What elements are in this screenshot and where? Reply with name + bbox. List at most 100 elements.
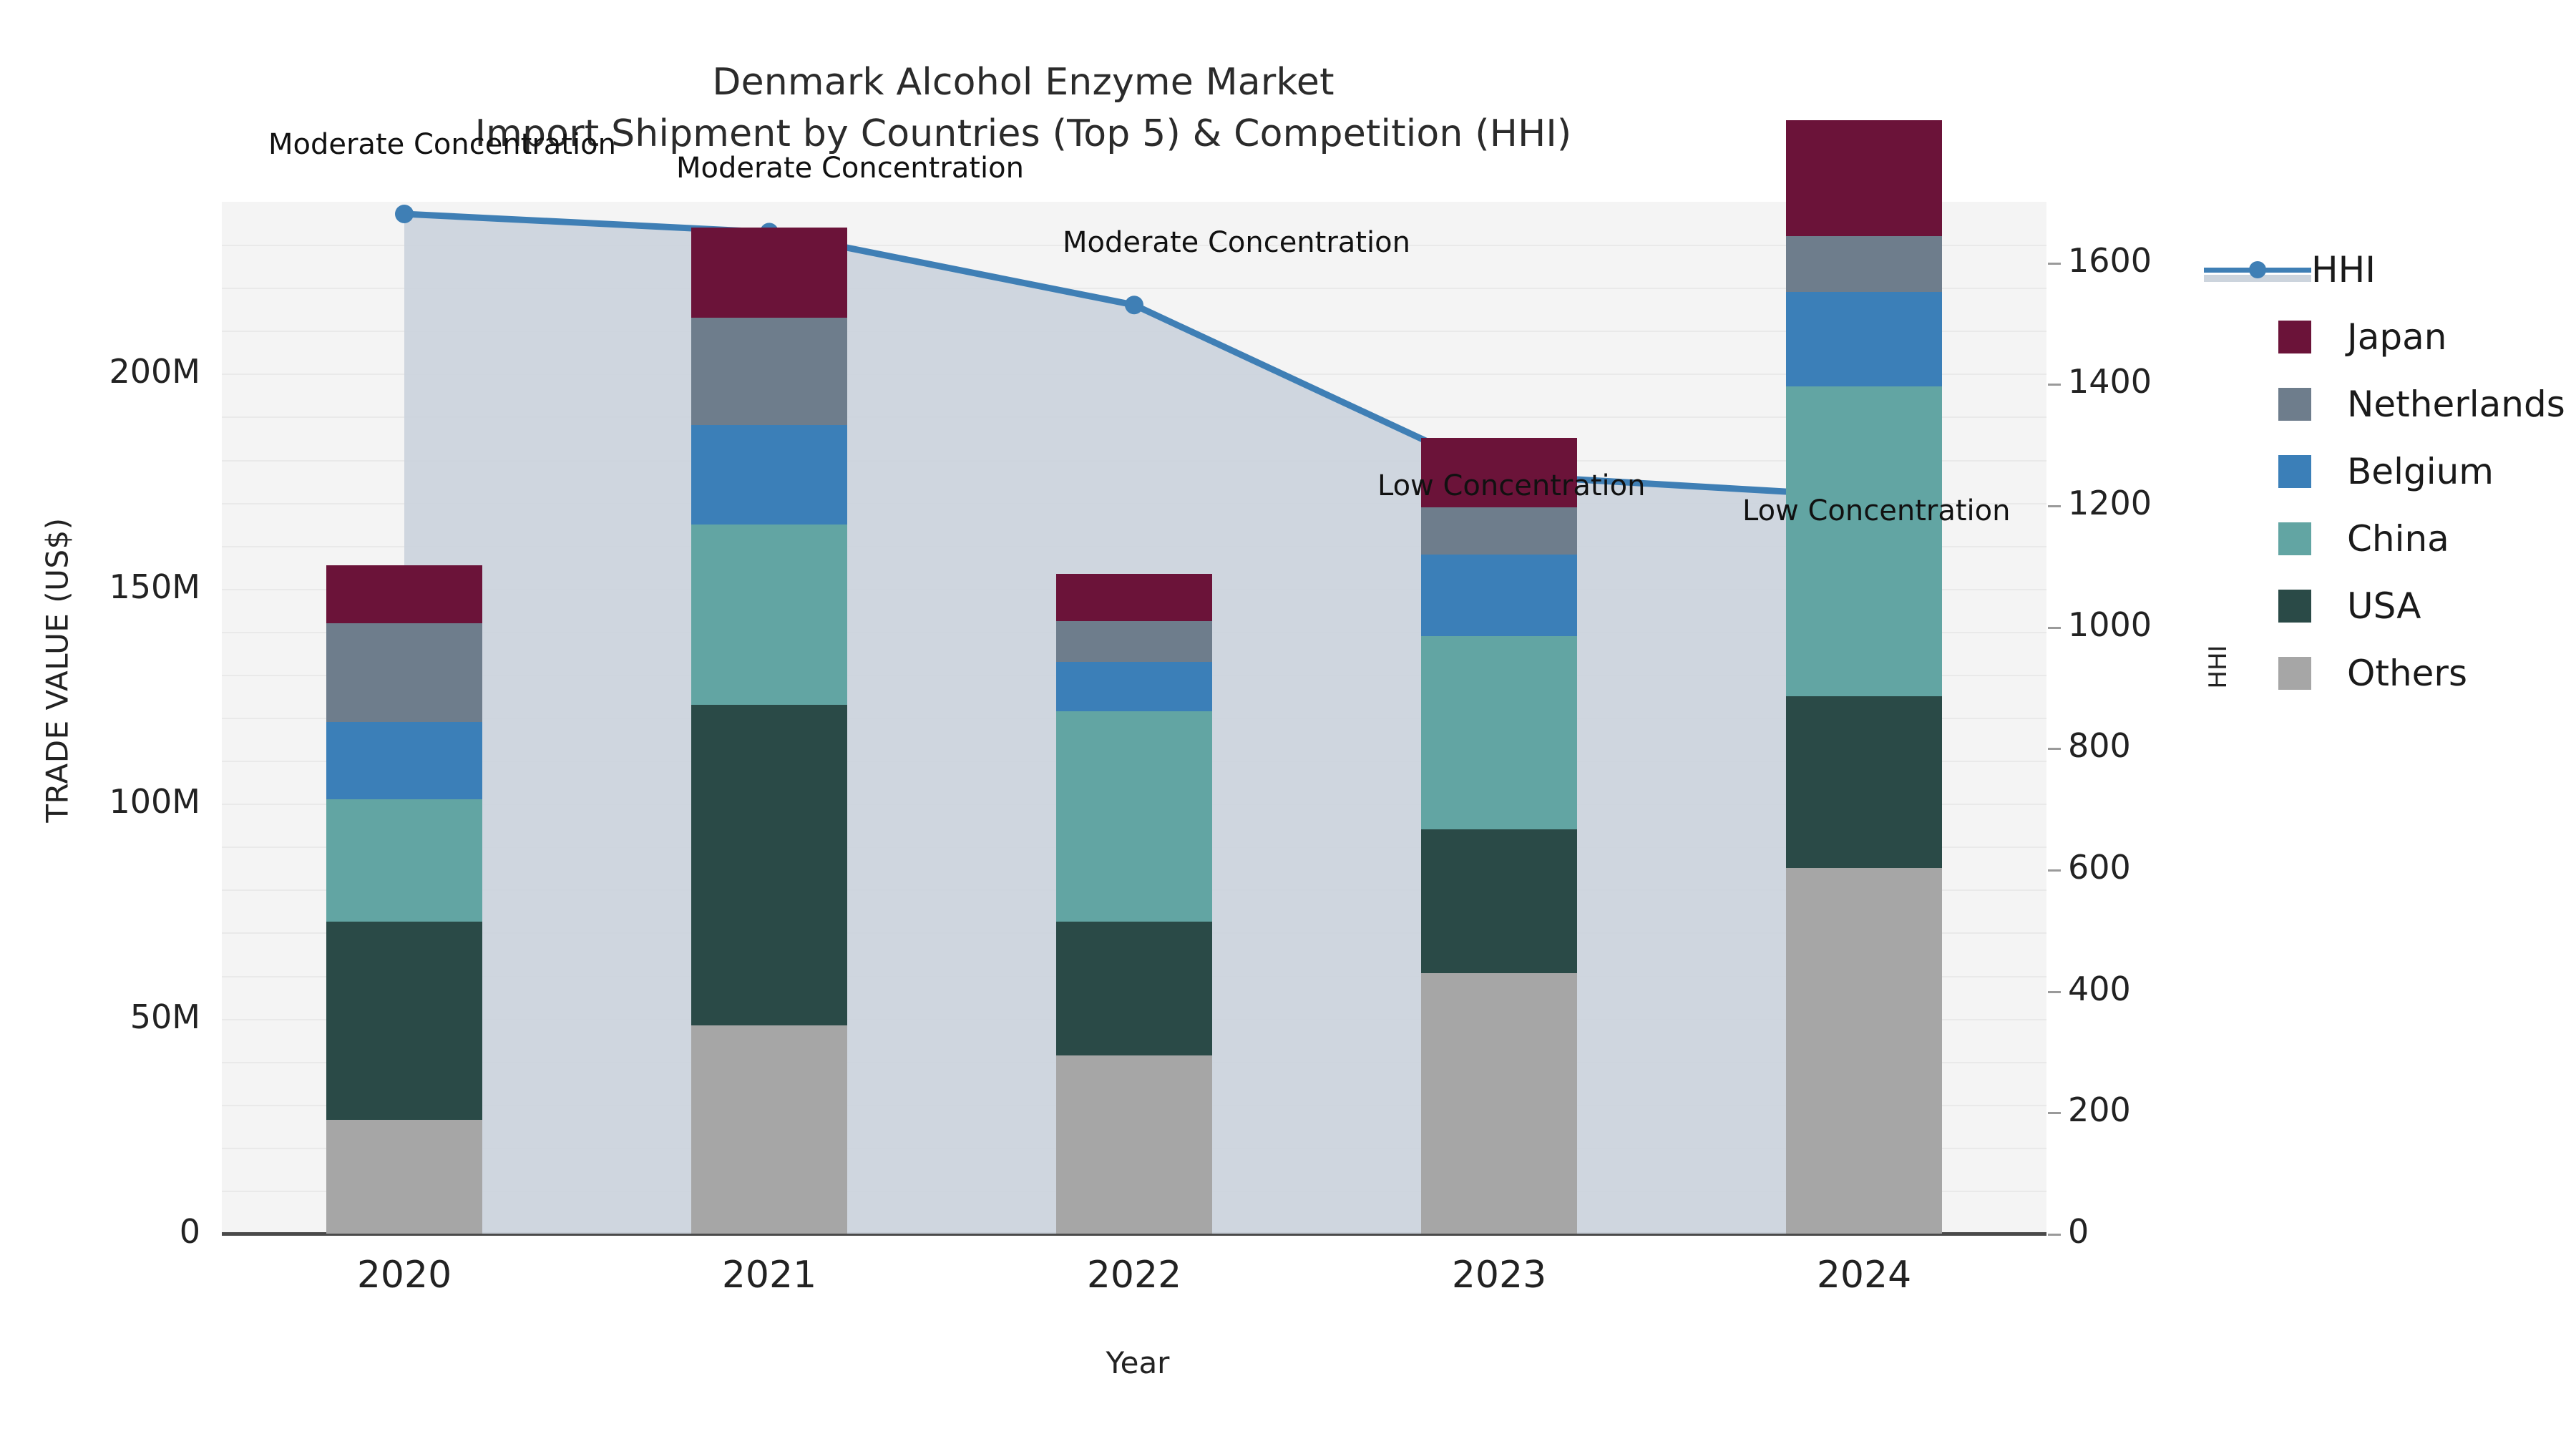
bar-segment-japan-2024[interactable] (1786, 119, 1942, 237)
bar-segment-china-2021[interactable] (691, 524, 847, 705)
legend-item-usa[interactable]: USA (2204, 572, 2576, 640)
annotation-2020: Moderate Concentration (268, 127, 616, 161)
gridline (222, 245, 2046, 247)
legend-marker-dot-icon (2249, 261, 2266, 278)
bar-segment-others-2021[interactable] (691, 1025, 847, 1234)
legend-swatch-belgium (2278, 455, 2311, 488)
bar-segment-usa-2022[interactable] (1056, 922, 1212, 1055)
y-axis-right-tickmark (2048, 990, 2061, 993)
y-axis-left-title: TRADE VALUE (US$) (39, 517, 75, 823)
bar-group-2020 (326, 202, 482, 1234)
legend-swatch-usa (2278, 590, 2311, 623)
y-axis-right-tickmark (2048, 748, 2061, 751)
legend-swatch-china (2278, 522, 2311, 555)
y-axis-right-tick: 0 (2068, 1212, 2089, 1251)
legend-item-hhi[interactable]: HHI (2204, 236, 2576, 303)
legend-swatch-netherlands (2278, 388, 2311, 421)
y-axis-right-tick: 800 (2068, 726, 2131, 766)
legend-swatch-japan (2278, 321, 2311, 353)
bar-segment-others-2024[interactable] (1786, 868, 1942, 1234)
bar-group-2021 (691, 202, 847, 1234)
bar-segment-belgium-2024[interactable] (1786, 292, 1942, 387)
y-axis-right-tickmark (2048, 869, 2061, 872)
chart-legend: HHI Japan Netherlands Belgium China USA Others (2204, 236, 2576, 707)
legend-label: Others (2347, 653, 2468, 694)
chart-title-block: Denmark Alcohol Enzyme Market Import Shi… (0, 57, 2046, 160)
bar-segment-netherlands-2020[interactable] (326, 623, 482, 722)
y-axis-left-tick: 100M (109, 782, 201, 821)
y-axis-left-tick: 0 (179, 1212, 200, 1251)
bar-segment-japan-2020[interactable] (326, 565, 482, 623)
bar-segment-japan-2021[interactable] (691, 228, 847, 318)
legend-item-japan[interactable]: Japan (2204, 303, 2576, 371)
bar-segment-belgium-2021[interactable] (691, 425, 847, 525)
annotation-2024: Low Concentration (1742, 494, 2011, 528)
legend-label: USA (2347, 585, 2421, 627)
bar-segment-china-2023[interactable] (1421, 635, 1577, 830)
y-axis-right-tickmark (2048, 626, 2061, 629)
y-axis-right-tick: 400 (2068, 969, 2131, 1008)
x-axis-tick-2023: 2023 (1451, 1254, 1547, 1297)
bar-segment-others-2020[interactable] (326, 1119, 482, 1234)
bar-segment-japan-2022[interactable] (1056, 573, 1212, 621)
bar-segment-usa-2023[interactable] (1421, 829, 1577, 974)
legend-label: China (2347, 518, 2449, 560)
chart-title: Denmark Alcohol Enzyme Market (712, 61, 1335, 104)
legend-swatch-others (2278, 657, 2311, 690)
y-axis-right-tick: 200 (2068, 1091, 2131, 1130)
legend-line-icon (2204, 253, 2311, 286)
bar-group-2022 (1056, 202, 1212, 1234)
legend-label: Netherlands (2347, 384, 2565, 425)
y-axis-right-tickmark (2048, 1234, 2061, 1236)
bar-segment-japan-2023[interactable] (1421, 438, 1577, 507)
y-axis-right-tickmark (2048, 505, 2061, 508)
bar-segment-china-2020[interactable] (326, 799, 482, 922)
hhi-data-point[interactable] (395, 204, 414, 223)
bar-segment-usa-2021[interactable] (691, 704, 847, 1025)
y-axis-left-tick: 50M (130, 997, 200, 1036)
bar-segment-usa-2024[interactable] (1786, 696, 1942, 869)
bar-group-2024 (1786, 119, 1942, 1234)
annotation-2023: Low Concentration (1377, 469, 1646, 502)
y-axis-right-tick: 600 (2068, 848, 2131, 887)
legend-item-others[interactable]: Others (2204, 640, 2576, 707)
bar-segment-belgium-2023[interactable] (1421, 554, 1577, 636)
legend-label: HHI (2311, 249, 2376, 291)
annotation-2021: Moderate Concentration (676, 152, 1024, 185)
gridline (222, 288, 2046, 290)
bar-segment-others-2022[interactable] (1056, 1055, 1212, 1234)
bar-segment-belgium-2022[interactable] (1056, 661, 1212, 711)
bar-segment-netherlands-2023[interactable] (1421, 507, 1577, 555)
bar-segment-china-2024[interactable] (1786, 386, 1942, 696)
hhi-data-point[interactable] (1125, 296, 1143, 315)
y-axis-right-tick: 1600 (2068, 240, 2152, 280)
bar-segment-belgium-2020[interactable] (326, 722, 482, 800)
bar-segment-china-2022[interactable] (1056, 711, 1212, 922)
bar-segment-netherlands-2022[interactable] (1056, 620, 1212, 662)
y-axis-right-tickmark (2048, 262, 2061, 265)
bar-segment-netherlands-2024[interactable] (1786, 236, 1942, 293)
chart-subtitle: Import Shipment by Countries (Top 5) & C… (474, 112, 1572, 155)
y-axis-right-tickmark (2048, 1112, 2061, 1115)
x-axis-tick-2022: 2022 (1086, 1254, 1182, 1297)
bar-segment-others-2023[interactable] (1421, 973, 1577, 1234)
legend-item-belgium[interactable]: Belgium (2204, 438, 2576, 505)
bar-segment-netherlands-2021[interactable] (691, 318, 847, 426)
y-axis-left-tick: 150M (109, 567, 201, 606)
legend-item-netherlands[interactable]: Netherlands (2204, 371, 2576, 438)
x-axis-title: Year (1106, 1345, 1170, 1380)
x-axis-tick-2020: 2020 (356, 1254, 452, 1297)
legend-item-china[interactable]: China (2204, 505, 2576, 572)
y-axis-right-tickmark (2048, 384, 2061, 386)
y-axis-right-tick: 1400 (2068, 362, 2152, 401)
legend-label: Belgium (2347, 451, 2494, 492)
bar-segment-usa-2020[interactable] (326, 922, 482, 1120)
x-axis-tick-2021: 2021 (721, 1254, 817, 1297)
legend-area-swatch (2204, 275, 2311, 282)
legend-label: Japan (2347, 316, 2447, 358)
annotation-2022: Moderate Concentration (1063, 226, 1410, 260)
y-axis-left-tick: 200M (109, 352, 201, 391)
y-axis-right-tick: 1200 (2068, 484, 2152, 523)
y-axis-right-tick: 1000 (2068, 605, 2152, 644)
